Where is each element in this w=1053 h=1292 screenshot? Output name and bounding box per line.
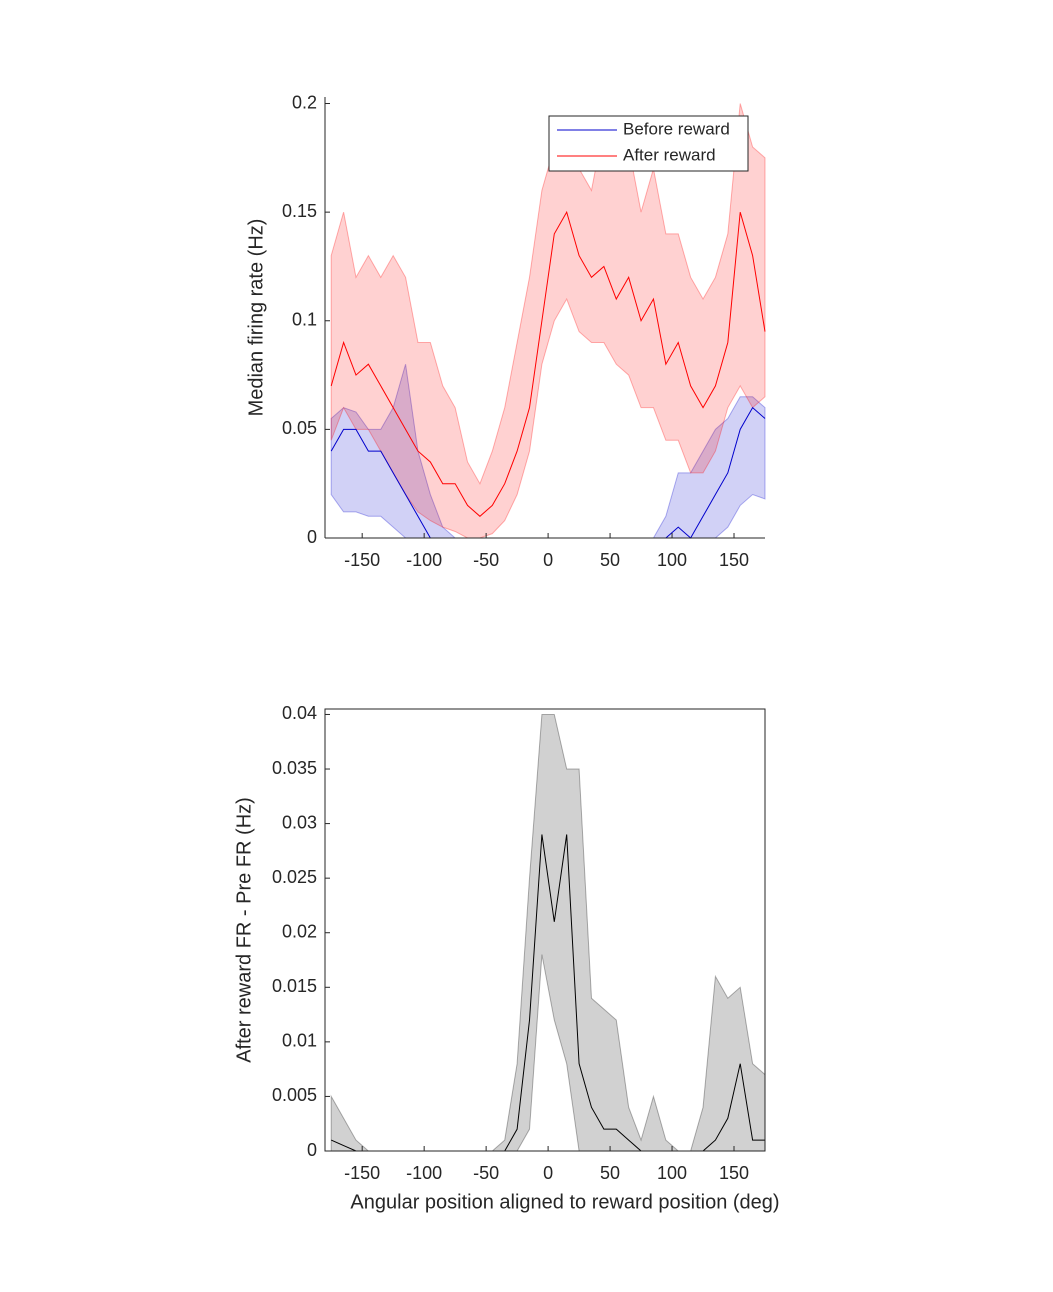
y-tick-label: 0.02 [282,921,317,941]
x-tick-label: -100 [406,550,442,570]
x-tick-label: -50 [473,550,499,570]
legend-label: Before reward [623,119,730,138]
error-band [330,713,766,1152]
y-tick-label: 0.15 [282,201,317,221]
x-tick-label: 150 [719,1163,749,1183]
y-tick-label: 0.03 [282,812,317,832]
x-tick-label: -50 [473,1163,499,1183]
line [330,210,766,517]
x-tick-label: 100 [657,550,687,570]
y-tick-label: 0 [307,527,317,547]
legend-label: After reward [623,145,716,164]
legend-box [548,115,749,172]
axes-box [324,708,766,1152]
y-tick-label: 0.035 [272,758,317,778]
x-tick-label: -150 [344,550,380,570]
x-tick-label: 50 [600,1163,620,1183]
y-tick-label: 0.1 [292,310,317,330]
x-tick-label: 100 [657,1163,687,1183]
x-tick-label: -150 [344,1163,380,1183]
y-tick-label: 0.005 [272,1085,317,1105]
y-tick-label: 0.01 [282,1031,317,1051]
x-tick-label: 0 [543,1163,553,1183]
x-tick-label: 0 [543,550,553,570]
x-tick-label: 150 [719,550,749,570]
y-tick-label: 0.015 [272,976,317,996]
x-tick-label: 50 [600,550,620,570]
y-tick-label: 0.2 [292,92,317,112]
y-tick-label: 0.05 [282,418,317,438]
x-axis-label: Angular position aligned to reward posit… [350,1191,779,1213]
y-axis-label: Median firing rate (Hz) [245,219,267,417]
y-tick-label: 0.025 [272,867,317,887]
y-axis-label: After reward FR - Pre FR (Hz) [233,797,255,1063]
y-tick-label: 0.04 [282,703,317,723]
x-tick-label: -100 [406,1163,442,1183]
y-tick-label: 0 [307,1140,317,1160]
